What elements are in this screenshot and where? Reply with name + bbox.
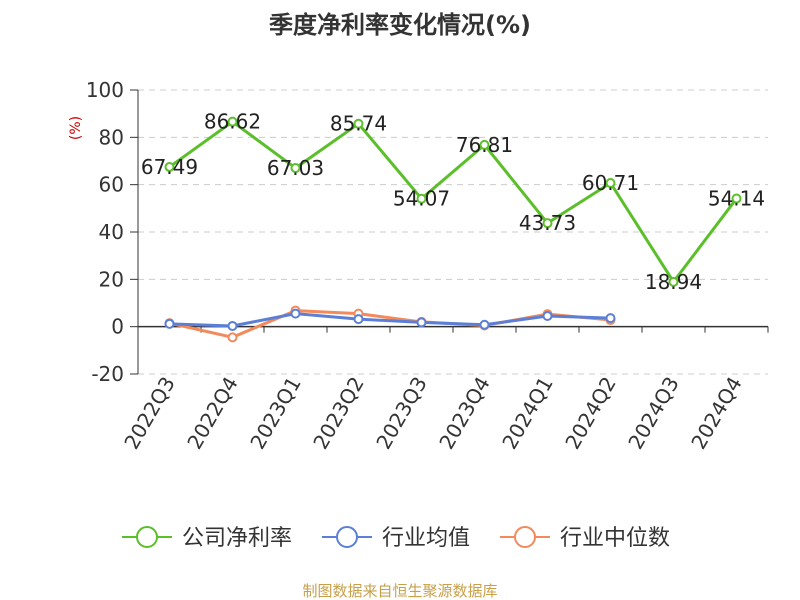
- data-point: [227, 320, 238, 331]
- y-tick-label: -20: [91, 362, 124, 386]
- data-point: [731, 193, 742, 204]
- data-label: 54.07: [393, 187, 450, 211]
- data-label: 54.14: [708, 187, 765, 211]
- y-tick-label: 20: [99, 267, 124, 291]
- legend-label: 行业中位数: [560, 526, 670, 551]
- y-tick-label: 80: [99, 125, 124, 149]
- x-tick-label: 2024Q3: [623, 373, 683, 454]
- series-line: [169, 312, 611, 328]
- y-tick-label: 60: [99, 173, 124, 197]
- data-label: 76.81: [456, 133, 513, 157]
- data-point: [416, 193, 427, 204]
- data-point: [605, 313, 616, 324]
- data-label: 18.94: [645, 270, 702, 294]
- data-point: [479, 139, 490, 150]
- legend-swatch-marker: [136, 526, 158, 548]
- series-group: [164, 116, 742, 343]
- data-label: 60.71: [582, 171, 639, 195]
- data-point: [668, 276, 679, 287]
- x-tick-label: 2022Q3: [119, 373, 179, 454]
- data-point: [605, 177, 616, 188]
- source-note: 制图数据来自恒生聚源数据库: [302, 582, 497, 600]
- x-tick-label: 2023Q1: [245, 373, 305, 454]
- data-point: [164, 318, 175, 329]
- data-point: [353, 314, 364, 325]
- data-label: 85.74: [330, 112, 387, 136]
- y-tick-labels: -20 0 20 40 60 80 100: [86, 78, 124, 386]
- x-tick-label: 2024Q2: [560, 373, 620, 454]
- data-point: [353, 118, 364, 129]
- data-point: [290, 163, 301, 174]
- x-tick-label: 2024Q1: [497, 373, 557, 454]
- data-point: [290, 308, 301, 319]
- x-tick-label: 2023Q2: [308, 373, 368, 454]
- series-line: [168, 120, 738, 284]
- x-tick-label: 2022Q4: [182, 373, 242, 454]
- data-point: [479, 319, 490, 330]
- data-label: 67.49: [141, 155, 198, 179]
- data-point: [227, 332, 238, 343]
- data-point: [416, 317, 427, 328]
- y-tick-label: 0: [111, 315, 124, 339]
- y-axis-label: (%): [68, 116, 84, 140]
- legend-label: 行业均值: [382, 526, 470, 551]
- legend-swatch-marker: [514, 526, 536, 548]
- data-label: 67.03: [267, 156, 324, 180]
- x-tick-label: 2023Q3: [371, 373, 431, 454]
- chart-title: 季度净利率变化情况(%): [269, 11, 531, 39]
- data-point: [542, 311, 553, 322]
- y-tick-label: 40: [99, 220, 124, 244]
- x-tick-label: 2023Q4: [434, 373, 494, 454]
- grid-lines: [138, 89, 768, 375]
- data-point: [542, 218, 553, 229]
- legend-label: 公司净利率: [182, 526, 292, 551]
- legend-swatch-marker: [336, 526, 358, 548]
- data-point: [227, 116, 238, 127]
- data-label: 43.73: [519, 211, 576, 235]
- data-point: [164, 161, 175, 172]
- data-label: 86.62: [204, 110, 261, 134]
- legend: 公司净利率 行业均值 行业中位数: [122, 526, 670, 551]
- y-tick-label: 100: [86, 78, 124, 102]
- x-tick-labels: 2022Q3 2022Q4 2023Q1 2023Q2 2023Q3 2023Q4 2024…: [119, 373, 746, 454]
- x-tick-label: 2024Q4: [686, 373, 746, 454]
